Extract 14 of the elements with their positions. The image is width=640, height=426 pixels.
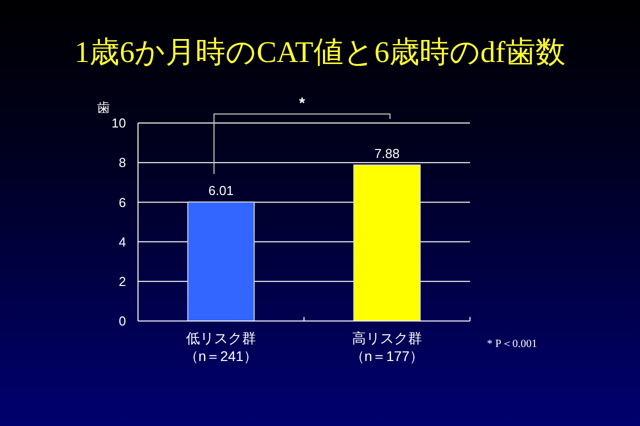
data-label: 6.01 bbox=[208, 183, 234, 198]
text: * bbox=[299, 95, 306, 112]
y-tick-label: 0 bbox=[118, 314, 126, 329]
x-tick-label: 高リスク群（n＝177） bbox=[349, 329, 425, 365]
y-tick-label: 8 bbox=[118, 155, 126, 170]
chart-title: 1歳6か月時のCAT値と6歳時のdf歯数 bbox=[74, 36, 566, 69]
text: * P＜0.001 bbox=[487, 338, 538, 350]
y-tick-label: 4 bbox=[118, 234, 126, 250]
x-tick-label: 低リスク群（n＝241） bbox=[183, 329, 259, 365]
y-tick-label: 6 bbox=[118, 194, 126, 210]
y-tick-label: 10 bbox=[112, 116, 126, 131]
data-label: 7.88 bbox=[374, 146, 400, 161]
y-tick-label: 2 bbox=[118, 274, 126, 289]
y-axis-title: 歯 bbox=[97, 100, 110, 115]
